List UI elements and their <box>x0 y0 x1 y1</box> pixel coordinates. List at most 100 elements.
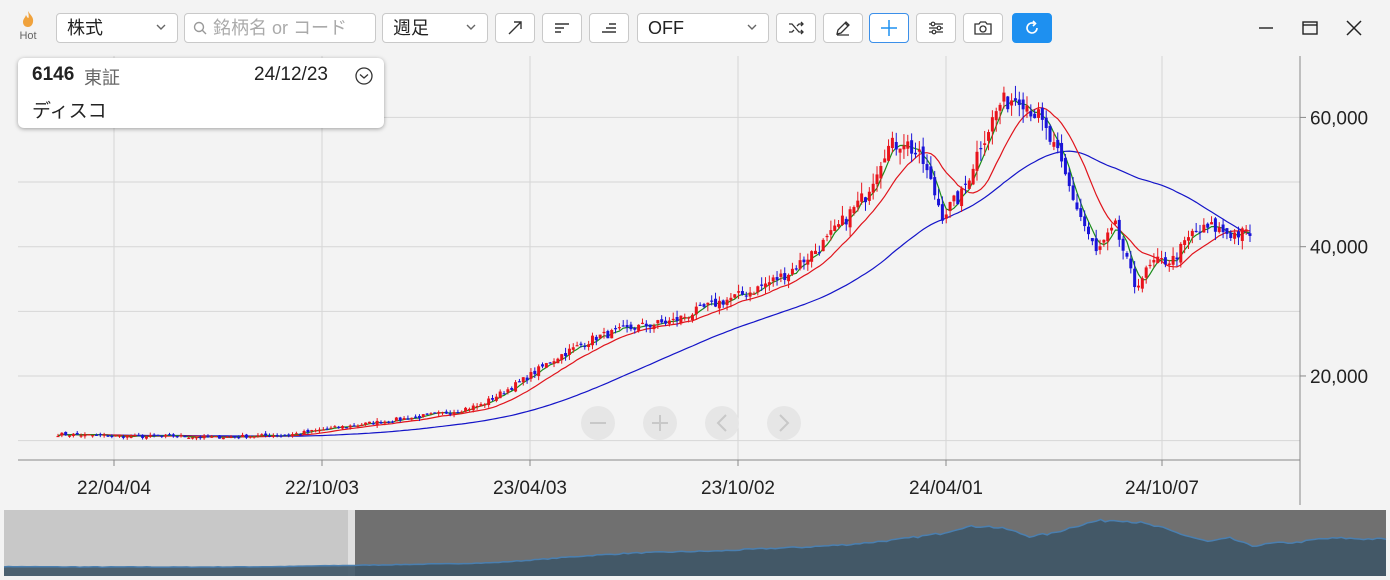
maximize-button[interactable] <box>1296 14 1324 42</box>
align-left-button[interactable] <box>542 13 582 43</box>
candle-up <box>1110 227 1114 231</box>
candle-down <box>391 421 395 423</box>
candle-down <box>325 428 329 430</box>
x-tick-label: 24/10/07 <box>1125 478 1199 499</box>
candle-up <box>506 389 510 393</box>
candle-up <box>987 132 991 141</box>
candle-up <box>667 320 671 324</box>
candle-up <box>917 149 921 152</box>
candle-up <box>610 330 614 339</box>
candle-up <box>521 377 525 383</box>
candle-down <box>606 330 610 339</box>
navigator-line <box>3 518 1387 569</box>
period-select[interactable]: 週足 <box>382 13 488 43</box>
candle-up <box>102 434 106 436</box>
settings-button[interactable] <box>916 13 956 43</box>
align-right-button[interactable] <box>589 13 629 43</box>
candle-up <box>983 143 987 145</box>
screenshot-button[interactable] <box>963 13 1003 43</box>
x-tick-label: 23/04/03 <box>493 478 567 499</box>
candle-up <box>637 324 641 331</box>
candle-down <box>433 412 437 414</box>
candle-up <box>544 363 548 368</box>
candle-up <box>310 429 314 432</box>
candle-up <box>683 316 687 319</box>
scroll-right-button[interactable] <box>767 406 801 440</box>
candle-up <box>787 274 791 282</box>
range-navigator[interactable] <box>0 510 1390 576</box>
candle-up <box>214 435 218 438</box>
hot-button[interactable]: Hot <box>10 10 46 48</box>
flame-icon <box>23 11 34 27</box>
market-select[interactable]: 株式 <box>56 13 178 43</box>
candle-down <box>644 323 648 327</box>
close-button[interactable] <box>1340 14 1368 42</box>
candle-up <box>348 425 352 428</box>
candle-down <box>894 142 898 150</box>
candle-down <box>660 319 664 323</box>
candle-up <box>871 183 875 193</box>
candle-up <box>133 435 137 437</box>
candle-up <box>1183 240 1187 245</box>
candle-up <box>767 282 771 286</box>
navigator-handle[interactable] <box>348 510 355 576</box>
scroll-left-button[interactable] <box>705 406 739 440</box>
shuffle-icon <box>789 21 804 35</box>
candle-up <box>1217 227 1221 233</box>
candle-up <box>79 435 83 437</box>
candle-down <box>1006 96 1010 110</box>
candle-down <box>1090 238 1094 242</box>
search-input[interactable]: 銘柄名 or コード <box>184 13 376 43</box>
candle-down <box>802 259 806 263</box>
candle-up <box>83 434 87 437</box>
candle-up <box>125 435 129 438</box>
candle-down <box>1071 185 1075 200</box>
candle-up <box>537 366 541 377</box>
crosshair-button[interactable] <box>869 13 909 43</box>
candle-down <box>1125 253 1129 257</box>
candle-down <box>702 304 706 307</box>
candle-down <box>633 328 637 330</box>
candle-down <box>675 317 679 321</box>
candle-up <box>1160 258 1164 260</box>
draw-button[interactable] <box>823 13 863 43</box>
minimize-button[interactable] <box>1252 14 1280 42</box>
price-chart[interactable]: 22/04/04 22/10/03 23/04/03 23/10/02 24/04/01… <box>0 0 1390 510</box>
candle-up <box>571 347 575 350</box>
candle-down <box>956 191 960 205</box>
candle-down <box>502 393 506 395</box>
candle-down <box>1133 268 1137 288</box>
candle-up <box>271 435 275 437</box>
search-placeholder: 銘柄名 or コード <box>213 18 348 38</box>
candle-down <box>168 434 172 436</box>
shuffle-button[interactable] <box>776 13 816 43</box>
candle-up <box>487 398 491 406</box>
refresh-button[interactable] <box>1012 13 1052 43</box>
candle-down <box>863 197 867 203</box>
candle-up <box>756 286 760 293</box>
candle-up <box>590 335 594 346</box>
candle-up <box>906 141 910 149</box>
candle-up <box>114 435 118 437</box>
candle-down <box>121 436 125 438</box>
candle-down <box>933 177 937 196</box>
candle-up <box>194 437 198 439</box>
candle-down <box>794 268 798 270</box>
trendline-button[interactable] <box>495 13 535 43</box>
period-select-value: 週足 <box>393 18 429 38</box>
expand-circle-icon[interactable] <box>354 66 374 86</box>
candle-up <box>1144 267 1148 278</box>
candle-up <box>91 435 95 437</box>
candle-up <box>1113 220 1117 225</box>
candle-up <box>887 145 891 161</box>
candle-up <box>860 193 864 202</box>
candle-up <box>514 382 518 392</box>
candle-down <box>525 377 529 381</box>
candle-up <box>1098 246 1102 250</box>
lines-right-icon <box>602 23 616 33</box>
indicator-select[interactable]: OFF <box>637 13 769 43</box>
candle-up <box>1171 255 1175 265</box>
candle-down <box>910 140 914 154</box>
candle-up <box>902 145 906 150</box>
candle-down <box>337 426 341 428</box>
